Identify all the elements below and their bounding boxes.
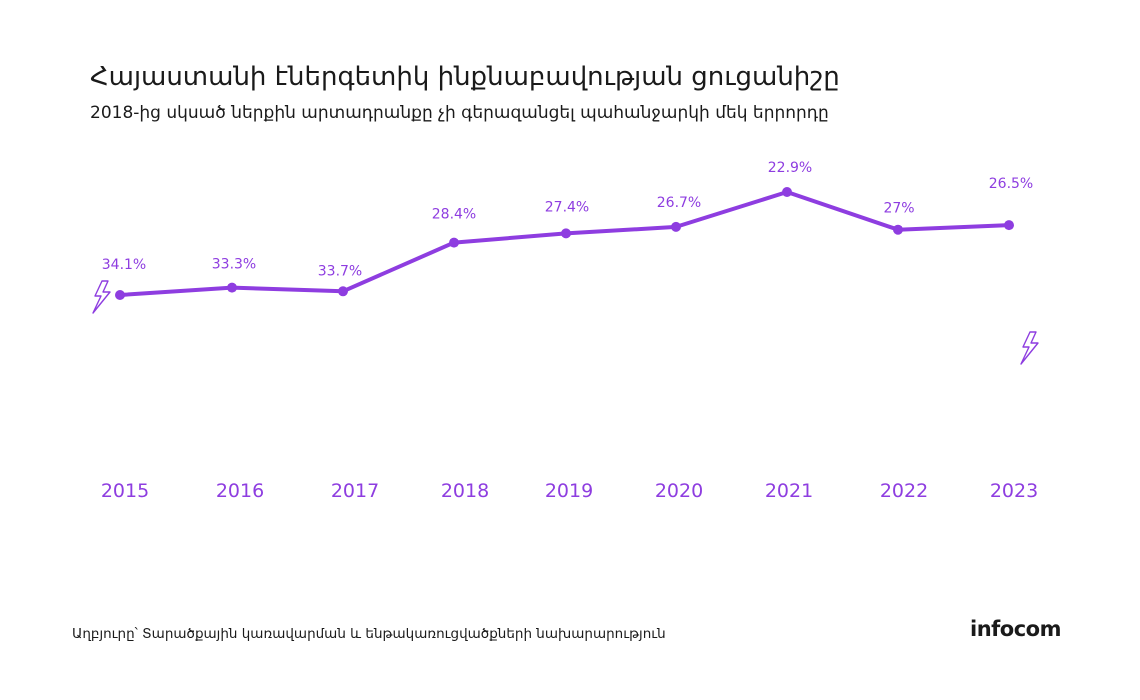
x-tick-2021: 2021 — [765, 480, 813, 502]
data-point-2017 — [338, 286, 348, 297]
x-tick-2022: 2022 — [880, 480, 928, 502]
x-tick-2016: 2016 — [216, 480, 264, 502]
data-point-2018 — [449, 237, 459, 248]
data-point-2015 — [115, 290, 125, 300]
x-tick-2018: 2018 — [441, 480, 489, 502]
data-label-2017: 33.7% — [318, 263, 362, 279]
x-tick-2017: 2017 — [331, 480, 379, 502]
data-label-2019: 27.4% — [545, 199, 589, 215]
lightning-icon — [92, 280, 111, 314]
data-point-2020 — [671, 221, 681, 232]
infocom-logo: infocom — [970, 617, 1061, 641]
data-point-2021 — [782, 187, 792, 197]
data-point-2019 — [561, 228, 571, 239]
data-point-2022 — [893, 224, 903, 235]
data-label-2021: 22.9% — [768, 160, 812, 176]
data-label-2022: 27% — [883, 201, 914, 217]
chart-subtitle: 2018-ից սկսած ներքին արտադրանքը չի գերազ… — [90, 103, 829, 123]
source-note: Աղբյուրը՝ Տարածքային կառավարման և ենթակա… — [72, 626, 666, 642]
x-tick-2020: 2020 — [655, 480, 703, 502]
data-label-2018: 28.4% — [432, 207, 476, 223]
data-label-2016: 33.3% — [212, 257, 256, 273]
lightning-icon — [1020, 331, 1039, 365]
x-tick-2015: 2015 — [101, 480, 149, 502]
data-label-2020: 26.7% — [657, 195, 701, 211]
x-tick-2023: 2023 — [990, 480, 1038, 502]
data-label-2023: 26.5% — [989, 176, 1033, 192]
data-label-2015: 34.1% — [102, 257, 146, 273]
data-point-2016 — [227, 282, 237, 293]
data-point-2023 — [1004, 220, 1014, 231]
chart-title: Հայաստանի էներգետիկ ինքնաբավության ցուցա… — [90, 62, 840, 92]
x-tick-2019: 2019 — [545, 480, 593, 502]
